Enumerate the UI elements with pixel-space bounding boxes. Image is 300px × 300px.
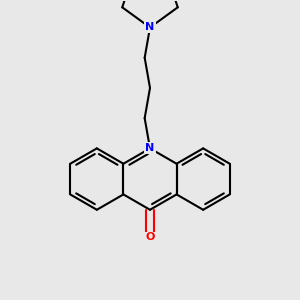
- Text: N: N: [146, 143, 154, 153]
- Text: N: N: [146, 22, 154, 32]
- Text: O: O: [145, 232, 155, 242]
